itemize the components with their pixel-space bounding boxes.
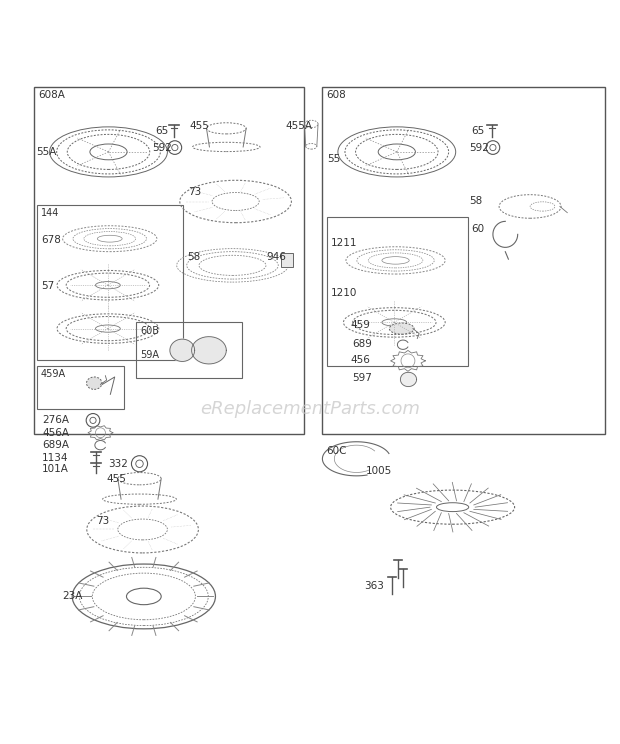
Polygon shape [170,339,195,362]
Text: 101A: 101A [42,464,69,474]
Text: 455: 455 [107,474,126,484]
Ellipse shape [86,377,102,389]
Text: 1211: 1211 [330,238,357,248]
Ellipse shape [389,323,414,334]
Text: 65: 65 [471,126,484,136]
Bar [37,366,124,409]
Text: 363: 363 [365,581,384,591]
Text: 456A: 456A [42,428,69,437]
Text: 57: 57 [41,281,54,292]
Bar [281,253,293,266]
Text: 73: 73 [96,516,109,526]
Bar [136,322,242,378]
Text: 55: 55 [327,154,340,164]
Text: 456: 456 [351,355,371,365]
Text: 597: 597 [352,373,372,383]
Text: 60B: 60B [140,326,159,336]
Text: 1134: 1134 [42,452,69,463]
Text: 58: 58 [469,196,482,207]
Text: 459: 459 [351,321,371,330]
Text: 58: 58 [187,252,200,263]
Text: 23A: 23A [62,591,82,601]
Text: 592: 592 [469,143,489,153]
Polygon shape [192,337,226,364]
Text: 678: 678 [41,235,61,245]
Text: 276A: 276A [42,415,69,426]
Bar [34,87,304,434]
Text: 1005: 1005 [366,466,392,476]
Text: 60C: 60C [327,446,347,456]
Text: 608A: 608A [38,91,64,100]
Text: 455A: 455A [285,121,312,131]
Text: 455: 455 [189,121,209,131]
Polygon shape [401,372,417,387]
Text: 946: 946 [267,252,286,263]
Text: 459A: 459A [41,370,66,379]
Bar [322,87,604,434]
Bar [37,205,183,359]
Text: eReplacementParts.com: eReplacementParts.com [200,400,420,418]
Text: 332: 332 [108,459,128,469]
Text: 65: 65 [155,126,168,136]
Text: 60: 60 [471,225,484,234]
Text: 608: 608 [326,91,346,100]
Text: 689: 689 [352,339,372,349]
Text: 73: 73 [188,187,201,197]
Text: 592: 592 [152,143,172,153]
Text: 55A: 55A [36,147,56,157]
Text: 144: 144 [41,208,60,218]
Bar [327,217,468,366]
Text: 689A: 689A [42,440,69,450]
Text: 59A: 59A [140,350,159,360]
Text: 1210: 1210 [330,288,357,298]
